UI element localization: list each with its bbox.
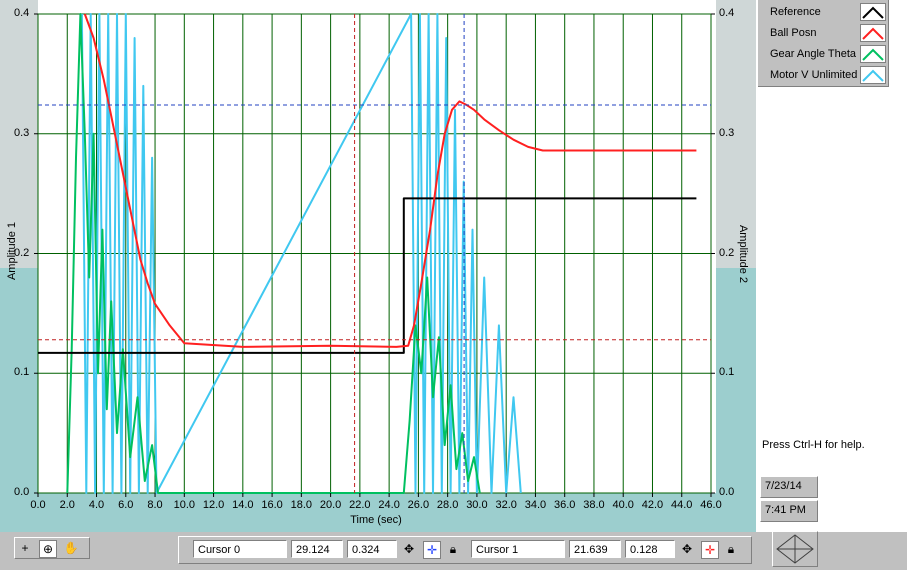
- x-tick-label: 46.0: [700, 499, 722, 511]
- cursor0-name-field[interactable]: Cursor 0: [193, 540, 287, 558]
- cursor0-move-icon[interactable]: ✥: [403, 542, 415, 556]
- legend-label: Gear Angle Theta: [770, 48, 857, 60]
- cursor1-lock-icon[interactable]: 🔒︎: [727, 542, 735, 556]
- legend-label: Ball Posn: [770, 27, 817, 39]
- x-tick-label: 16.0: [261, 499, 283, 511]
- y-tick-label-left: 0.0: [14, 486, 30, 498]
- x-tick-label: 42.0: [641, 499, 664, 511]
- cursor1-move-icon[interactable]: ✥: [681, 542, 693, 556]
- line-swatch-icon: [860, 3, 886, 21]
- x-tick-label: 4.0: [88, 499, 105, 511]
- cursor1-style-icon[interactable]: ✛: [701, 541, 719, 559]
- cursor1-y-field[interactable]: 0.128: [625, 540, 675, 558]
- legend-label: Motor V Unlimited: [770, 69, 858, 81]
- cursor0-y-field[interactable]: 0.324: [347, 540, 397, 558]
- x-tick-label: 24.0: [378, 499, 400, 511]
- y-tick-label-right: 0.1: [719, 366, 735, 379]
- x-tick-label: 18.0: [290, 499, 313, 511]
- x-tick-label: 12.0: [202, 499, 225, 511]
- pan-hand-icon[interactable]: ✋: [63, 541, 79, 555]
- x-tick-label: 28.0: [436, 499, 459, 511]
- time-display: 7:41 PM: [760, 500, 818, 522]
- right-axis-panel: [716, 0, 756, 532]
- cursor-panel: Cursor 0 29.124 0.324 ✥ ✛ 🔒︎ Cursor 1 21…: [178, 536, 752, 564]
- y-tick-label-left: 0.1: [14, 366, 30, 379]
- x-tick-label: 32.0: [495, 499, 517, 511]
- x-tick-label: 40.0: [612, 499, 634, 511]
- y-tick-label-right: 0.3: [719, 126, 735, 139]
- cursor0-style-icon[interactable]: ✛: [423, 541, 441, 559]
- date-display: 7/23/14: [760, 476, 818, 498]
- cursor1-name-field[interactable]: Cursor 1: [471, 540, 565, 558]
- graph-palette: + ⊕ ✋: [14, 537, 90, 559]
- help-hint-text: Press Ctrl-H for help.: [762, 439, 865, 451]
- x-axis-title: Time (sec): [350, 514, 402, 526]
- cursor1-x-field[interactable]: 21.639: [569, 540, 621, 558]
- zoom-icon[interactable]: ⊕: [39, 540, 57, 558]
- date-value: 7/23/14: [765, 480, 802, 492]
- x-tick-label: 44.0: [671, 499, 693, 511]
- x-tick-label: 20.0: [319, 499, 342, 511]
- x-tick-label: 6.0: [118, 499, 134, 511]
- y-tick-label-right: 0.2: [719, 246, 735, 259]
- legend-item-motor-v-unlimited[interactable]: Motor V Unlimited: [760, 65, 907, 85]
- x-tick-label: 2.0: [59, 499, 75, 511]
- x-tick-label: 8.0: [147, 499, 163, 511]
- waveform-graph[interactable]: [0, 0, 756, 532]
- x-tick-label: 38.0: [583, 499, 605, 511]
- x-tick-label: 10.0: [173, 499, 195, 511]
- left-axis-panel: [0, 0, 38, 532]
- cursor0-lock-icon[interactable]: 🔒︎: [449, 542, 457, 556]
- y-tick-label-right: 0.4: [719, 7, 735, 19]
- legend-item-ball-posn[interactable]: Ball Posn: [760, 23, 907, 43]
- line-swatch-icon: [860, 66, 886, 84]
- x-tick-label: 14.0: [232, 499, 254, 511]
- legend-item-reference[interactable]: Reference: [760, 2, 907, 22]
- x-tick-label: 36.0: [553, 499, 576, 511]
- crosshair-cursor-icon[interactable]: +: [21, 541, 29, 555]
- legend-item-gear-angle-theta[interactable]: Gear Angle Theta: [760, 44, 907, 64]
- x-tick-label: 34.0: [524, 499, 547, 511]
- y-tick-label-right: 0.0: [719, 486, 735, 498]
- line-swatch-icon: [860, 24, 886, 42]
- y-tick-label-left: 0.2: [14, 246, 30, 259]
- cursor-mover-pad[interactable]: [772, 531, 818, 567]
- y-axis-right-title: Amplitude 2: [737, 224, 749, 284]
- x-axis-panel: [0, 493, 756, 532]
- line-swatch-icon: [860, 45, 886, 63]
- x-tick-label: 26.0: [407, 499, 430, 511]
- plot-legend: Reference Ball Posn Gear Angle Theta Mot…: [758, 0, 889, 87]
- legend-label: Reference: [770, 6, 821, 18]
- x-tick-label: 22.0: [349, 499, 371, 511]
- y-tick-label-left: 0.4: [14, 7, 30, 19]
- x-tick-label: 30.0: [466, 499, 488, 511]
- series-gear-angle-theta: [66, 13, 481, 494]
- series-reference: [38, 197, 697, 354]
- series-ball-posn: [83, 13, 697, 348]
- x-tick-label: 0.0: [30, 499, 46, 511]
- time-value: 7:41 PM: [765, 504, 806, 516]
- series-motor-v-unlimited: [80, 13, 522, 494]
- cursor0-x-field[interactable]: 29.124: [291, 540, 343, 558]
- y-tick-label-left: 0.3: [14, 126, 30, 139]
- diamond-arrows-icon: [776, 534, 814, 564]
